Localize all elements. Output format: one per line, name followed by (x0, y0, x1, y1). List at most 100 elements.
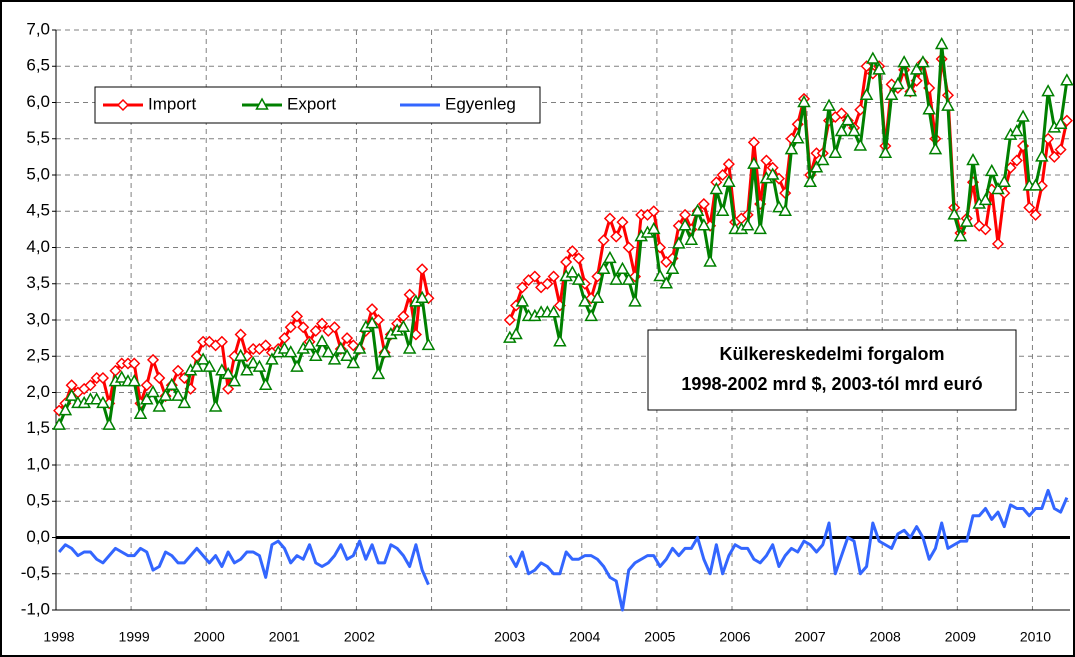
marker (578, 294, 592, 307)
marker (803, 174, 818, 187)
marker (140, 379, 153, 392)
marker (265, 352, 279, 365)
marker (1048, 150, 1061, 163)
marker (1060, 114, 1073, 127)
y-tick-label: -1,0 (21, 599, 50, 618)
marker (1028, 178, 1043, 191)
marker (659, 276, 674, 289)
marker (809, 160, 824, 173)
marker (991, 237, 1005, 250)
marker (334, 341, 348, 354)
marker (922, 102, 936, 115)
marker (722, 174, 736, 187)
marker (891, 76, 905, 90)
x-tick-label: 2007 (795, 629, 826, 645)
marker (747, 156, 761, 169)
marker (973, 219, 986, 232)
marker (171, 388, 185, 401)
marker (872, 62, 886, 75)
marker (1029, 208, 1042, 221)
marker (528, 270, 541, 283)
marker (753, 221, 767, 235)
marker (366, 303, 379, 316)
marker (283, 345, 298, 358)
x-tick-label: 2003 (494, 629, 525, 645)
marker (503, 313, 516, 327)
marker (903, 84, 918, 97)
marker (114, 370, 129, 383)
marker (628, 294, 642, 307)
marker (978, 192, 993, 206)
marker (603, 212, 617, 225)
x-tick-label: 2008 (870, 629, 901, 645)
marker (547, 270, 560, 283)
y-tick-label: 6,0 (26, 92, 50, 111)
marker (152, 399, 167, 412)
marker (372, 313, 385, 327)
marker (884, 87, 899, 100)
marker (308, 348, 323, 361)
marker (196, 352, 210, 365)
marker (233, 348, 248, 361)
marker (328, 321, 341, 334)
marker (590, 290, 605, 303)
y-tick-label: 6,5 (26, 56, 50, 75)
marker (966, 152, 980, 166)
marker (1060, 73, 1074, 86)
legend-label: Import (148, 94, 196, 113)
annotation: Külkereskedelmi forgalom (719, 344, 944, 364)
annotation: 1998-2002 mrd $, 2003-tól mrd euró (681, 374, 982, 394)
marker (740, 218, 755, 231)
marker (678, 218, 692, 231)
marker (616, 216, 629, 229)
marker (560, 255, 573, 269)
marker (622, 241, 635, 254)
marker (1023, 201, 1036, 214)
marker (415, 290, 429, 303)
marker (834, 123, 849, 137)
marker (909, 62, 924, 75)
marker (365, 316, 379, 329)
marker (58, 403, 73, 416)
marker (84, 379, 97, 392)
marker (722, 158, 735, 171)
marker (653, 268, 667, 282)
marker (941, 98, 955, 111)
marker (158, 388, 173, 401)
marker (672, 236, 686, 249)
y-tick-label: -0,5 (21, 563, 50, 582)
marker (1053, 116, 1068, 129)
marker (878, 145, 893, 158)
y-tick-label: 1,5 (26, 418, 50, 437)
marker (765, 167, 780, 180)
marker (591, 270, 604, 283)
x-tick-label: 2001 (269, 629, 300, 645)
marker (421, 337, 436, 351)
marker (916, 55, 930, 68)
marker (202, 359, 217, 372)
marker (315, 334, 329, 347)
marker (778, 203, 792, 216)
x-tick-label: 2009 (945, 629, 976, 645)
marker (516, 281, 529, 294)
marker (371, 366, 386, 380)
marker (597, 234, 610, 247)
marker (190, 359, 204, 372)
marker (609, 272, 623, 285)
marker (1016, 109, 1030, 122)
marker (171, 364, 185, 377)
marker (897, 55, 911, 68)
y-tick-label: 4,0 (26, 237, 50, 256)
marker (252, 359, 267, 372)
y-tick-label: 0,0 (26, 527, 50, 546)
marker (133, 406, 148, 419)
marker (959, 214, 974, 227)
marker (309, 324, 322, 337)
marker (315, 317, 329, 330)
marker (1054, 143, 1067, 156)
marker (352, 341, 367, 354)
x-tick-label: 2005 (644, 629, 675, 645)
marker (509, 326, 523, 340)
marker (866, 51, 880, 64)
x-tick-label: 2006 (719, 629, 750, 645)
